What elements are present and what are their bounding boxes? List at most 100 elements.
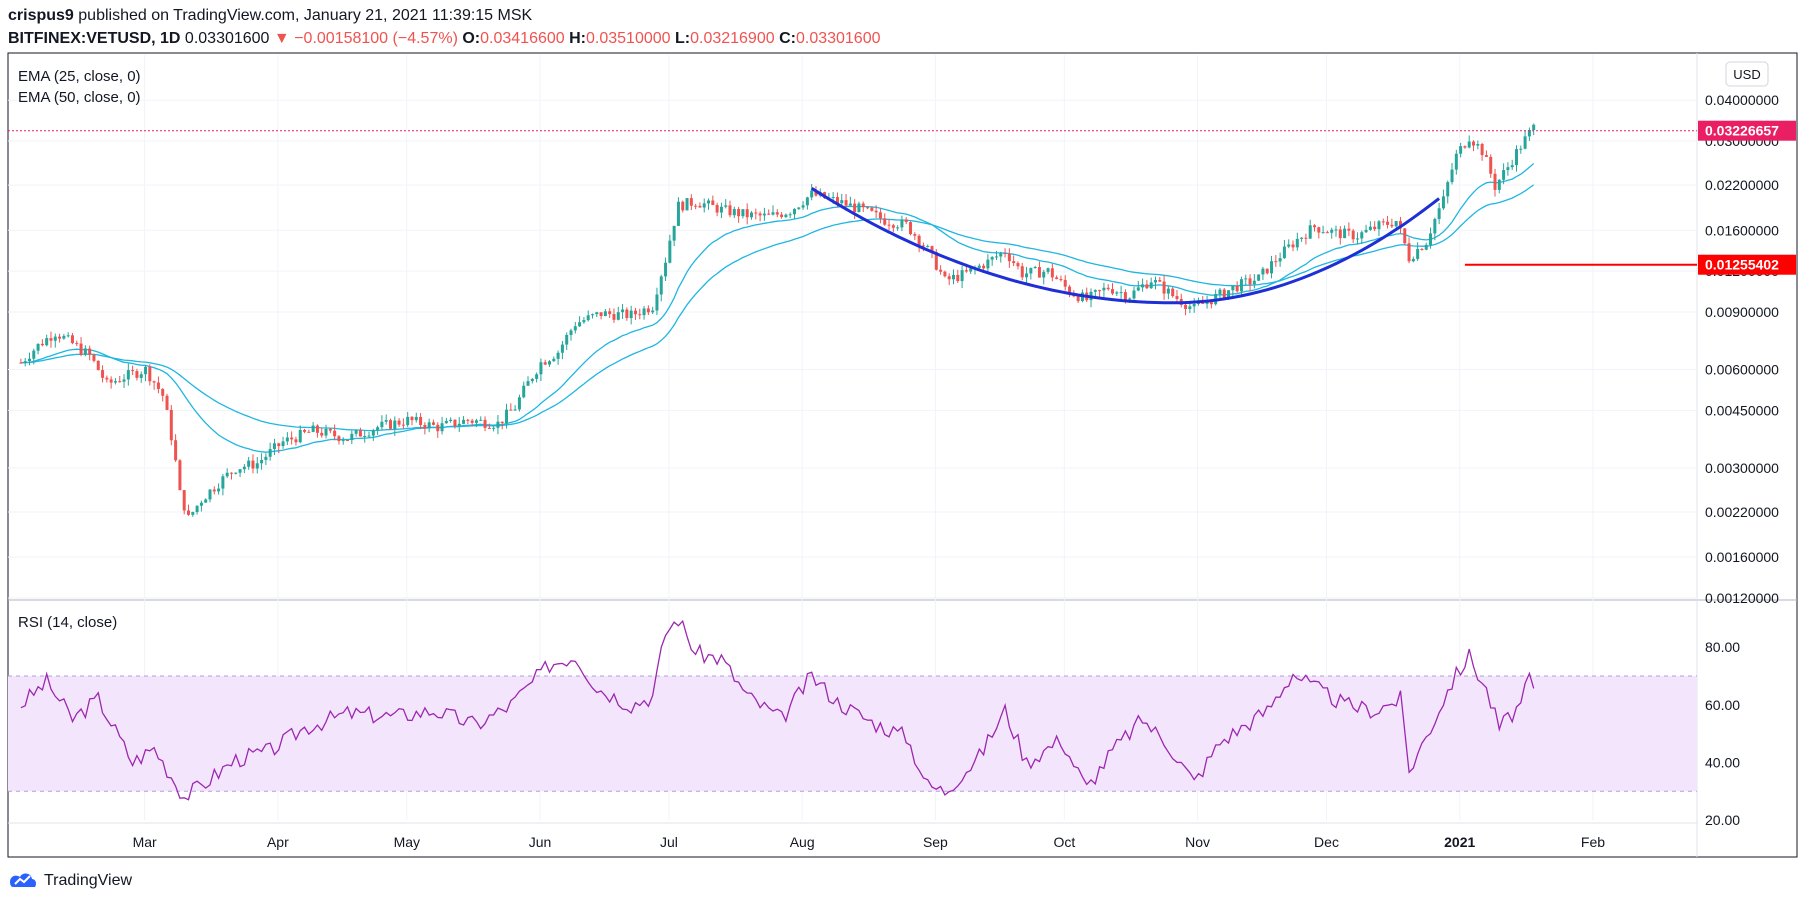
candle-body [156,382,160,389]
candle-body [784,214,788,217]
candle-body [775,212,779,215]
candle-body [1510,165,1514,168]
candle-body [913,234,917,236]
candle-body [148,366,152,382]
candle-body [453,419,457,427]
high-label: H: [569,30,586,47]
candle-body [315,425,319,433]
time-axis[interactable]: Mar Apr May Jun Jul Aug Sep Oct Nov Dec 2021 Feb [133,834,1606,850]
candle-body [419,416,423,425]
candle-body [1050,268,1054,278]
candle-body [655,294,659,311]
candle-body [178,460,182,491]
candle-body [66,335,70,337]
candle-body [638,314,642,316]
candle-body [1063,279,1067,287]
candle-body [1308,225,1312,239]
candle-body [1291,244,1295,248]
candle-body [139,374,143,378]
candle-body [1102,287,1106,291]
candle-body [960,270,964,282]
candle-body [805,197,809,206]
price-chart[interactable]: 0.040000000.030000000.022000000.01600000… [0,0,1805,870]
candle-body [1153,280,1157,283]
currency-button[interactable]: USD [1725,61,1769,87]
candle-body [608,311,612,315]
candle-body [1274,261,1278,263]
open-value: 0.03416600 [480,30,565,47]
time-tick-label: Sep [923,834,948,850]
candle-body [792,208,796,215]
candle-body [1325,232,1329,234]
candle-body [264,456,268,460]
price-axis[interactable]: 0.040000000.030000000.022000000.01600000… [1705,92,1779,606]
candle-body [896,227,900,229]
candle-body [569,330,573,335]
candle-body [83,348,87,355]
candle-body [1145,284,1149,289]
candle-body [956,274,960,282]
candle-body [926,246,930,248]
candle-body [719,206,723,213]
candle-body [440,423,444,432]
time-tick-label: Jun [529,834,552,850]
candle-body [1119,292,1123,294]
candle-body [388,420,392,429]
candle-body [1450,169,1454,183]
candle-body [866,207,870,209]
candle-body [573,326,577,331]
candle-body [1403,228,1407,244]
footer-brand[interactable]: TradingView [44,872,133,889]
candle-body [745,209,749,218]
candle-body [1196,302,1200,304]
low-value: 0.03216900 [690,30,775,47]
candle-body [509,409,513,411]
candle-body [1480,144,1484,156]
candle-body [1355,238,1359,240]
candle-body [53,336,57,341]
candle-body [444,420,448,424]
candle-body [1300,237,1304,239]
ema25-legend[interactable]: EMA (25, close, 0) [18,68,141,85]
candle-body [101,370,105,378]
candle-body [449,419,453,421]
support-price-tag-label: 0.01255402 [1705,257,1779,273]
candle-body [513,409,517,411]
candle-body [1007,253,1011,262]
candle-body [298,429,302,443]
candle-body [698,205,702,208]
candle-body [1360,232,1364,239]
candle-body [307,431,311,433]
rsi-legend[interactable]: RSI (14, close) [18,614,117,631]
candle-body [1265,268,1269,274]
candle-body [986,259,990,269]
footer: TradingView [8,870,132,892]
price-tick-label: 0.00450000 [1705,402,1779,418]
rsi-axis[interactable]: 80.00 60.00 40.00 20.00 [1705,639,1740,828]
candle-body [694,205,698,207]
candle-body [1166,288,1170,294]
candle-body [1257,274,1261,281]
candle-body [406,416,410,426]
candle-body [887,224,891,226]
candle-body [1270,261,1274,274]
candle-body [1218,289,1222,294]
candle-body [646,308,650,313]
open-label: O: [462,30,481,47]
candle-body [225,472,229,477]
candle-body [212,489,216,492]
candle-body [242,466,246,470]
candle-body [964,270,968,272]
candle-body [208,489,212,500]
candle-body [1502,170,1506,180]
candle-body [1261,268,1265,275]
publisher-name[interactable]: crispus9 [8,7,74,24]
candle-body [603,311,607,317]
price-tick-label: 0.00120000 [1705,590,1779,606]
candle-body [599,312,603,317]
candle-body [122,379,126,382]
candle-body [1239,279,1243,292]
ema50-legend[interactable]: EMA (50, close, 0) [18,89,141,106]
candle-body [247,460,251,467]
candle-body [771,212,775,215]
